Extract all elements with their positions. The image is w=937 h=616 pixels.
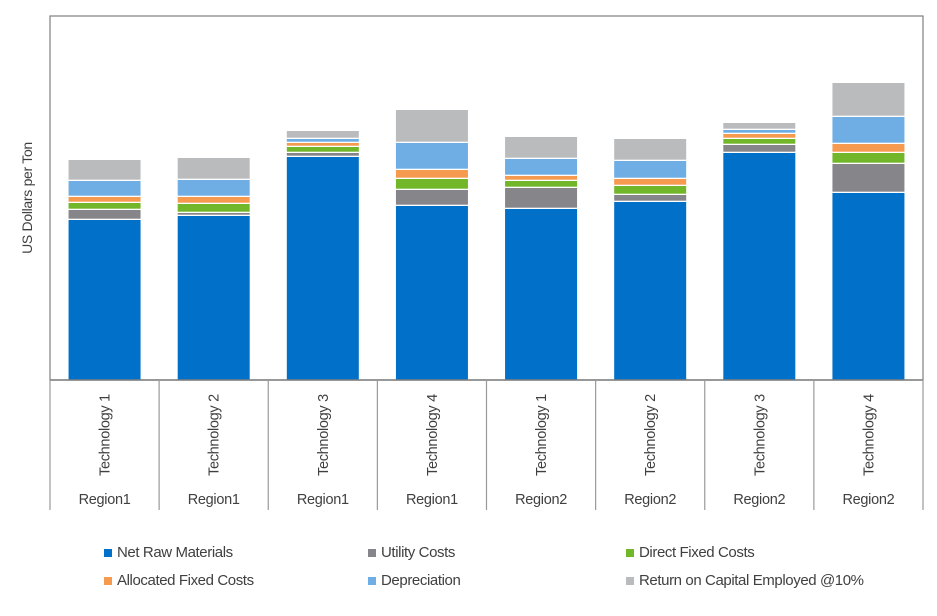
bar-segment	[177, 213, 250, 215]
bar-segment	[395, 170, 468, 178]
bar-segment	[505, 176, 578, 180]
bar-stack	[614, 139, 687, 380]
bar-segment	[177, 204, 250, 212]
tick-label-technology: Technology 4	[861, 394, 877, 476]
bars	[68, 83, 905, 380]
bar-segment	[177, 197, 250, 203]
bar-segment	[68, 220, 141, 380]
bar-stack	[723, 123, 796, 380]
bar-segment	[832, 117, 905, 143]
bar-stack	[832, 83, 905, 380]
bar-segment	[723, 130, 796, 133]
bar-stack	[395, 110, 468, 380]
bar-segment	[395, 206, 468, 380]
bar-segment	[723, 123, 796, 129]
bar-segment	[505, 209, 578, 380]
bar-segment	[614, 186, 687, 194]
bar-segment	[614, 139, 687, 160]
bar-segment	[68, 210, 141, 219]
bar-segment	[286, 131, 359, 138]
bar-segment	[723, 153, 796, 380]
tick-label-region: Region1	[79, 492, 131, 508]
bar-segment	[723, 134, 796, 138]
tick-label-technology: Technology 2	[643, 394, 659, 476]
tick-label-technology: Technology 4	[425, 394, 441, 476]
tick-label-region: Region1	[188, 492, 240, 508]
bar-segment	[832, 153, 905, 163]
bar-segment	[286, 153, 359, 156]
bar-segment	[614, 195, 687, 201]
bar-segment	[286, 147, 359, 152]
tick-label-region: Region2	[842, 492, 894, 508]
tick-label-region: Region2	[624, 492, 676, 508]
bar-segment	[723, 145, 796, 152]
tick-label-technology: Technology 3	[752, 394, 768, 476]
bar-segment	[832, 193, 905, 380]
bar-stack	[177, 158, 250, 380]
tick-label-region: Region2	[515, 492, 567, 508]
bar-segment	[505, 159, 578, 175]
bar-segment	[395, 110, 468, 142]
bar-segment	[395, 143, 468, 169]
bar-segment	[832, 164, 905, 192]
bar-segment	[177, 180, 250, 196]
bar-segment	[286, 139, 359, 142]
bar-segment	[177, 216, 250, 380]
bar-stack	[286, 131, 359, 380]
bar-segment	[395, 190, 468, 205]
bar-segment	[505, 181, 578, 187]
bar-segment	[614, 202, 687, 380]
bar-segment	[286, 157, 359, 380]
bar-stack	[505, 137, 578, 380]
bar-segment	[68, 160, 141, 180]
bar-segment	[614, 161, 687, 178]
bar-segment	[68, 181, 141, 196]
bar-segment	[177, 158, 250, 179]
bar-segment	[395, 179, 468, 189]
tick-label-technology: Technology 3	[316, 394, 332, 476]
tick-label-technology: Technology 2	[207, 394, 223, 476]
bar-segment	[832, 83, 905, 116]
tick-label-technology: Technology 1	[98, 394, 114, 476]
y-axis-label: US Dollars per Ton	[19, 142, 35, 254]
bar-stack	[68, 160, 141, 380]
bar-segment	[505, 137, 578, 158]
tick-label-region: Region2	[733, 492, 785, 508]
bar-segment	[286, 143, 359, 146]
bar-segment	[505, 188, 578, 208]
bar-segment	[614, 179, 687, 185]
bar-segment	[832, 144, 905, 152]
bar-segment	[723, 139, 796, 144]
tick-label-region: Region1	[297, 492, 349, 508]
bar-segment	[68, 197, 141, 202]
bar-segment	[68, 203, 141, 209]
tick-label-region: Region1	[406, 492, 458, 508]
tick-label-technology: Technology 1	[534, 394, 550, 476]
x-axis: Technology 1 Region1 Technology 2 Region1 Te…	[49, 379, 924, 510]
